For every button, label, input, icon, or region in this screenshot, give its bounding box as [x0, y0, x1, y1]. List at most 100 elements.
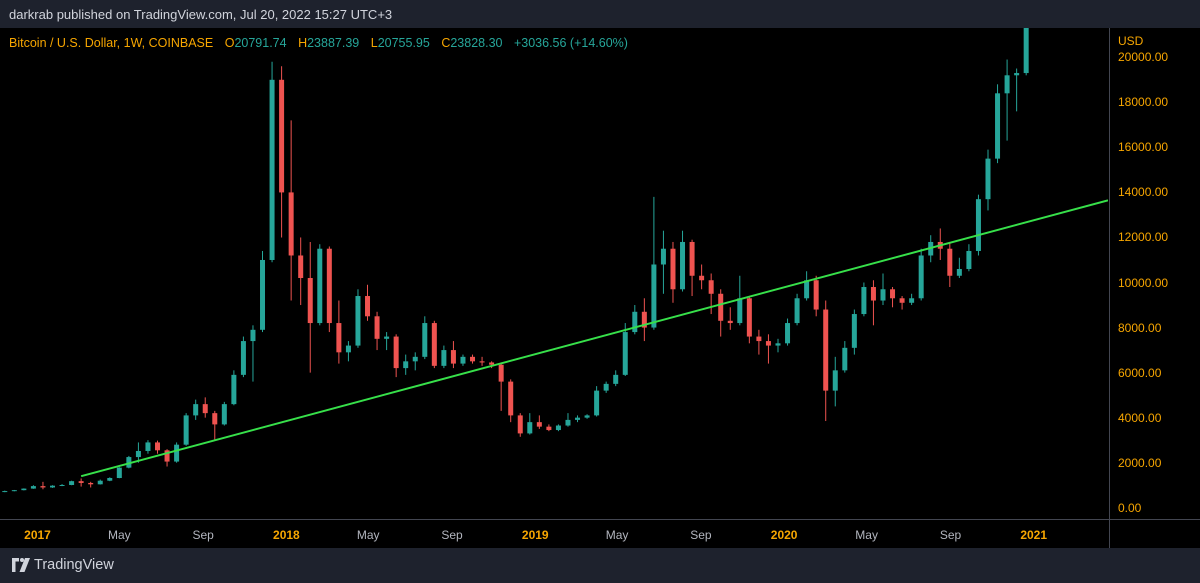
candle-body[interactable]	[412, 356, 418, 362]
candle-body[interactable]	[240, 341, 246, 375]
candle-body[interactable]	[584, 415, 590, 418]
candle-body[interactable]	[985, 158, 991, 200]
candle-body[interactable]	[116, 467, 122, 479]
candle-body[interactable]	[298, 255, 304, 279]
candle-body[interactable]	[422, 323, 428, 357]
candle-body[interactable]	[307, 278, 313, 324]
candle-body[interactable]	[30, 486, 36, 489]
candle-body[interactable]	[804, 280, 810, 299]
candle-body[interactable]	[794, 298, 800, 324]
candle-body[interactable]	[832, 370, 838, 391]
candle-body[interactable]	[966, 250, 972, 269]
candle-body[interactable]	[450, 350, 456, 364]
candle-body[interactable]	[536, 422, 542, 427]
candle-body[interactable]	[546, 426, 552, 431]
candle-body[interactable]	[97, 480, 103, 485]
candle-body[interactable]	[689, 241, 695, 276]
candle-body[interactable]	[613, 374, 619, 384]
candle-body[interactable]	[183, 415, 189, 445]
candle-body[interactable]	[899, 298, 905, 303]
candle-body[interactable]	[326, 248, 332, 324]
candle-body[interactable]	[193, 404, 199, 416]
trendline[interactable]	[80, 199, 1108, 478]
candle-body[interactable]	[594, 390, 600, 416]
candle-body[interactable]	[670, 248, 676, 290]
candle-body[interactable]	[393, 336, 399, 369]
candle-body[interactable]	[279, 79, 285, 193]
candle-body[interactable]	[88, 482, 94, 485]
candle-body[interactable]	[202, 404, 208, 414]
candle-body[interactable]	[21, 488, 27, 491]
candle-body[interactable]	[918, 255, 924, 299]
candle-body[interactable]	[50, 485, 56, 488]
candle-body[interactable]	[69, 481, 75, 485]
candle-body[interactable]	[365, 296, 371, 317]
candle-body[interactable]	[641, 311, 647, 328]
candle-body[interactable]	[622, 332, 628, 375]
candle-body[interactable]	[1004, 75, 1010, 94]
candle-body[interactable]	[107, 478, 113, 481]
candle-body[interactable]	[441, 350, 447, 366]
candle-body[interactable]	[317, 248, 323, 324]
candle-body[interactable]	[680, 241, 686, 290]
candle-body[interactable]	[135, 450, 141, 458]
candle-body[interactable]	[842, 347, 848, 371]
candle-body[interactable]	[145, 442, 151, 451]
candle-body[interactable]	[870, 287, 876, 301]
candle-body[interactable]	[632, 311, 638, 333]
candle-body[interactable]	[355, 296, 361, 346]
candle-body[interactable]	[288, 192, 294, 256]
candle-body[interactable]	[345, 345, 351, 353]
candle-body[interactable]	[78, 481, 84, 483]
candle-body[interactable]	[555, 425, 561, 431]
candle-body[interactable]	[212, 413, 218, 425]
candle-body[interactable]	[660, 248, 666, 265]
candle-body[interactable]	[517, 415, 523, 434]
candle-body[interactable]	[498, 364, 504, 382]
candle-body[interactable]	[785, 323, 791, 344]
candle-body[interactable]	[727, 320, 733, 324]
candle-body[interactable]	[603, 383, 609, 391]
candle-body[interactable]	[708, 280, 714, 294]
candle-body[interactable]	[718, 293, 724, 321]
candle-body[interactable]	[40, 486, 46, 488]
candle-body[interactable]	[813, 280, 819, 310]
candle-body[interactable]	[250, 329, 256, 342]
candle-body[interactable]	[1023, 28, 1029, 74]
candle-body[interactable]	[737, 298, 743, 324]
candle-body[interactable]	[851, 314, 857, 348]
candle-body[interactable]	[431, 323, 437, 366]
candle-body[interactable]	[374, 316, 380, 339]
candle-body[interactable]	[155, 442, 161, 451]
candle-body[interactable]	[231, 374, 237, 405]
candle-body[interactable]	[479, 361, 485, 363]
candle-body[interactable]	[861, 287, 867, 315]
candle-body[interactable]	[765, 341, 771, 346]
symbol-label[interactable]: Bitcoin / U.S. Dollar, 1W, COINBASE	[9, 36, 214, 50]
candle-body[interactable]	[746, 298, 752, 337]
candle-body[interactable]	[1014, 73, 1020, 76]
candle-body[interactable]	[59, 484, 65, 486]
candle-body[interactable]	[221, 404, 227, 425]
candle-body[interactable]	[756, 336, 762, 342]
candle-body[interactable]	[909, 298, 915, 303]
candle-body[interactable]	[651, 264, 657, 328]
candle-body[interactable]	[336, 323, 342, 353]
candle-body[interactable]	[890, 289, 896, 299]
candle-body[interactable]	[508, 381, 514, 416]
candle-body[interactable]	[174, 444, 180, 462]
candle-body[interactable]	[489, 362, 495, 365]
candle-body[interactable]	[260, 259, 266, 330]
candle-body[interactable]	[947, 248, 953, 276]
candle-body[interactable]	[823, 309, 829, 391]
candle-body[interactable]	[880, 289, 886, 301]
candle-body[interactable]	[699, 275, 705, 281]
candle-body[interactable]	[403, 361, 409, 369]
candle-body[interactable]	[975, 199, 981, 251]
price-chart[interactable]	[0, 28, 1110, 519]
candle-body[interactable]	[575, 417, 581, 420]
candle-body[interactable]	[269, 79, 275, 260]
candle-body[interactable]	[384, 336, 390, 339]
candle-body[interactable]	[2, 491, 8, 493]
candle-body[interactable]	[527, 422, 533, 434]
